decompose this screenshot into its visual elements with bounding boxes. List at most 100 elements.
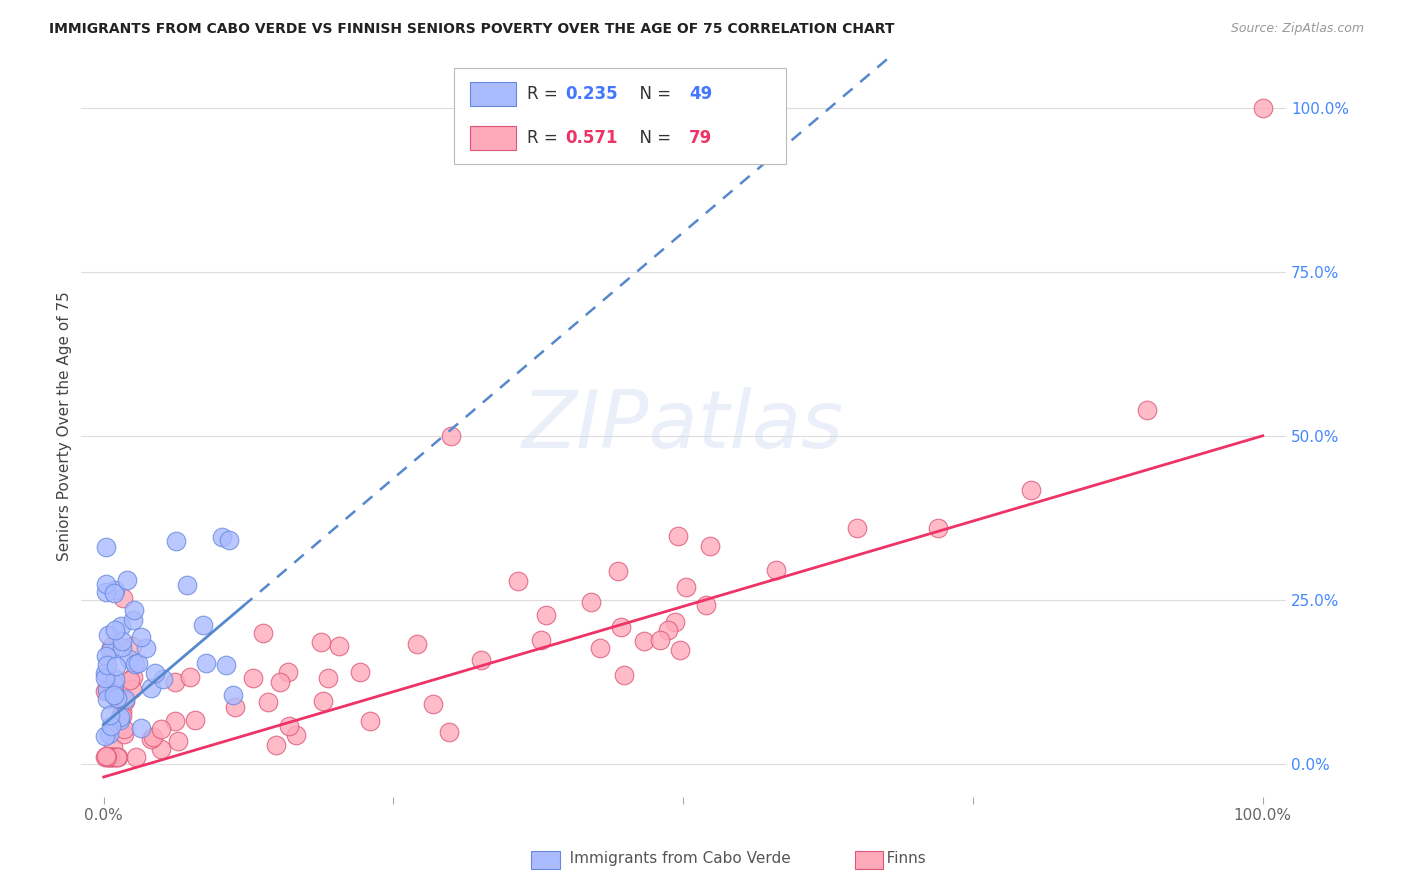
Point	[165, 714, 187, 728]
Point	[252, 625, 274, 640]
Point	[97, 727, 120, 741]
Point	[96, 750, 118, 764]
Point	[114, 694, 136, 708]
Point	[103, 683, 125, 698]
Point	[101, 750, 124, 764]
Point	[422, 697, 444, 711]
Point	[104, 672, 127, 686]
Point	[96, 682, 118, 697]
Point	[143, 666, 166, 681]
Point	[470, 652, 492, 666]
Text: ZIPatlas: ZIPatlas	[522, 387, 844, 465]
Point	[224, 699, 246, 714]
Point	[242, 671, 264, 685]
Point	[129, 631, 152, 645]
Point	[176, 577, 198, 591]
Point	[114, 691, 136, 706]
Point	[222, 689, 245, 703]
Text: Finns: Finns	[872, 851, 925, 865]
Text: Immigrants from Cabo Verde: Immigrants from Cabo Verde	[555, 851, 792, 865]
Point	[179, 670, 201, 684]
Point	[104, 659, 127, 673]
Point	[122, 613, 145, 627]
Point	[184, 713, 207, 727]
Point	[100, 750, 122, 764]
Point	[669, 643, 692, 657]
Point	[349, 665, 371, 680]
Point	[1251, 101, 1274, 115]
Point	[328, 640, 350, 654]
Point	[765, 564, 787, 578]
Point	[97, 628, 120, 642]
Point	[695, 598, 717, 612]
Point	[118, 673, 141, 688]
Point	[98, 750, 121, 764]
Point	[218, 533, 240, 548]
Point	[94, 684, 117, 698]
Point	[111, 634, 134, 648]
Text: 49: 49	[689, 85, 713, 103]
Point	[96, 683, 118, 698]
Point	[589, 641, 612, 656]
Point	[606, 564, 628, 578]
Point	[927, 521, 949, 535]
Point	[98, 708, 121, 723]
Point	[108, 713, 131, 727]
Text: N =: N =	[628, 129, 676, 147]
Point	[94, 750, 117, 764]
Point	[122, 603, 145, 617]
Point	[105, 750, 128, 764]
Point	[664, 615, 686, 630]
Point	[115, 574, 138, 588]
Point	[124, 750, 146, 764]
Point	[97, 750, 120, 764]
Point	[277, 719, 299, 733]
Point	[1136, 402, 1159, 417]
Point	[312, 694, 335, 708]
Point	[506, 574, 529, 588]
Point	[666, 529, 689, 543]
Point	[103, 623, 125, 637]
Text: N =: N =	[628, 85, 676, 103]
Y-axis label: Seniors Poverty Over the Age of 75: Seniors Poverty Over the Age of 75	[58, 291, 72, 561]
Point	[440, 429, 463, 443]
Point	[657, 623, 679, 637]
Point	[633, 633, 655, 648]
Point	[94, 648, 117, 663]
Point	[211, 530, 233, 544]
FancyBboxPatch shape	[470, 82, 516, 105]
Point	[127, 657, 149, 671]
Point	[98, 644, 121, 658]
Text: 0.235: 0.235	[565, 85, 617, 103]
Point	[675, 580, 697, 594]
Point	[648, 632, 671, 647]
Text: 79: 79	[689, 129, 713, 147]
Point	[277, 665, 299, 679]
Point	[846, 521, 869, 535]
Point	[104, 582, 127, 597]
Point	[94, 666, 117, 681]
Point	[141, 730, 163, 744]
Point	[107, 750, 129, 764]
Point	[163, 674, 186, 689]
Point	[613, 668, 636, 682]
Point	[111, 640, 134, 654]
Point	[530, 632, 553, 647]
Point	[94, 671, 117, 685]
FancyBboxPatch shape	[470, 127, 516, 150]
Text: IMMIGRANTS FROM CABO VERDE VS FINNISH SENIORS POVERTY OVER THE AGE OF 75 CORRELA: IMMIGRANTS FROM CABO VERDE VS FINNISH SE…	[49, 22, 894, 37]
Text: Source: ZipAtlas.com: Source: ZipAtlas.com	[1230, 22, 1364, 36]
Point	[94, 541, 117, 555]
Point	[195, 657, 218, 671]
Point	[101, 750, 124, 764]
Point	[534, 608, 557, 623]
Point	[129, 721, 152, 735]
Point	[699, 539, 721, 553]
Point	[191, 618, 214, 632]
Point	[149, 722, 172, 736]
Text: R =: R =	[526, 129, 562, 147]
Point	[111, 709, 134, 723]
Point	[96, 748, 118, 763]
Point	[100, 640, 122, 655]
Point	[152, 672, 174, 686]
